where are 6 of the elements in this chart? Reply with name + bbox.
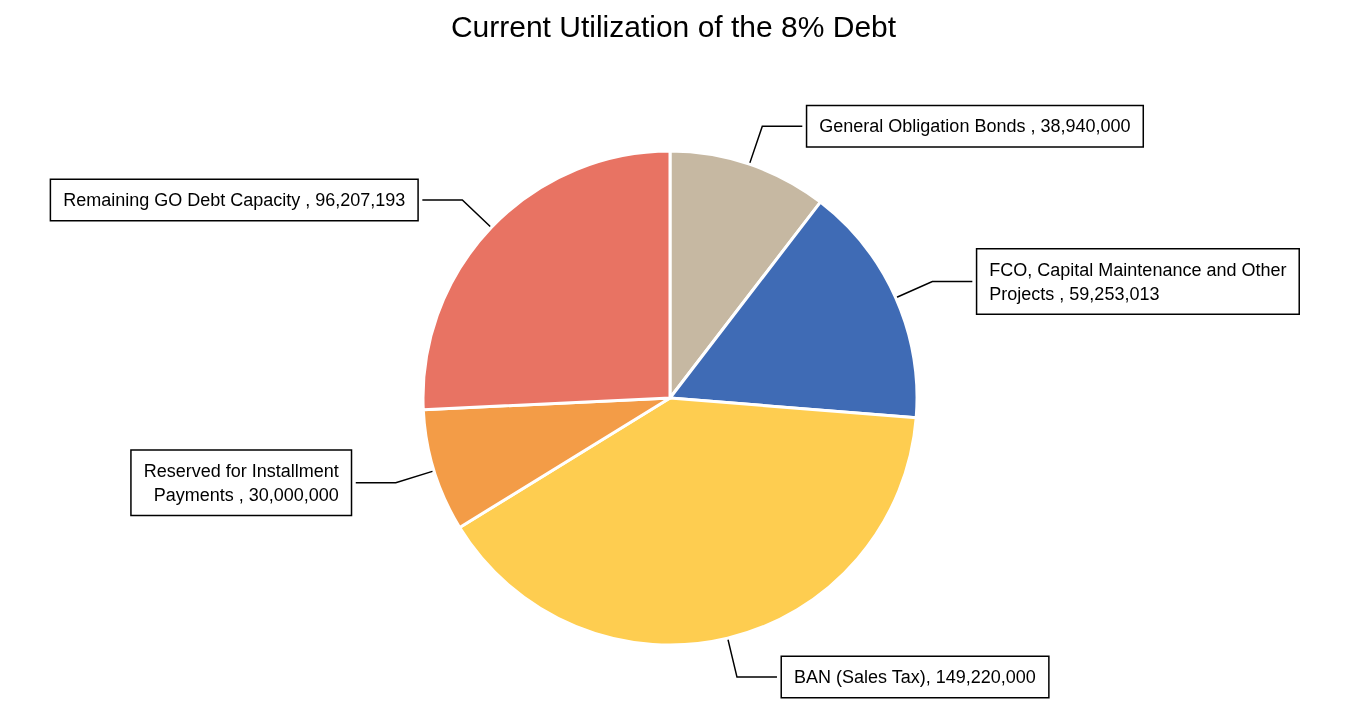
chart-title: Current Utilization of the 8% Debt [450,9,897,43]
slice-label: BAN (Sales Tax), 149,220,000 [793,667,1036,688]
slice-label: Remaining GO Debt Capacity , 96,207,193 [63,189,406,210]
slice-label: Reserved for Installment Payments , 30,000,000 [143,460,339,505]
slice-label: General Obligation Bonds , 38,940,000 [819,116,1131,137]
slice-label: FCO, Capital Maintenance and Other Projects , 59,253,013 [989,259,1287,304]
